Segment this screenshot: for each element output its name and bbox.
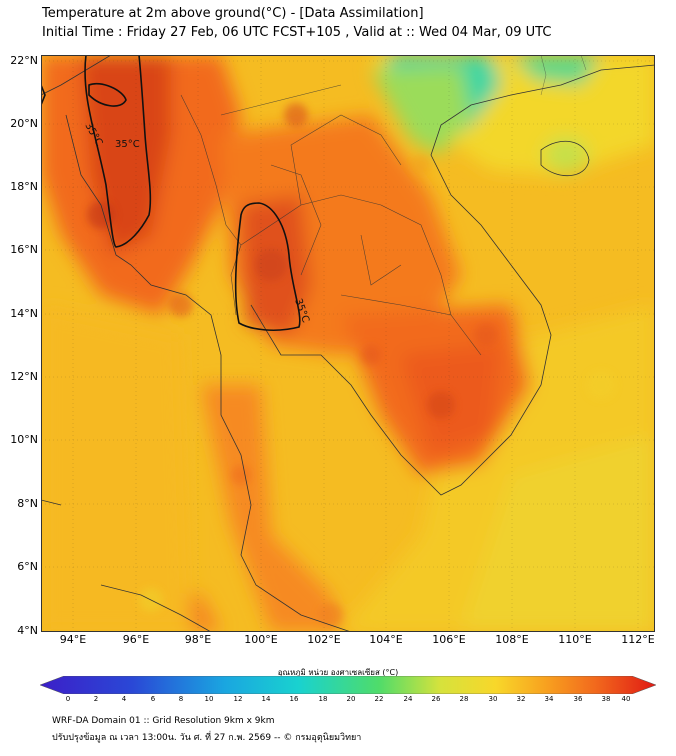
chart-subtitle: Initial Time : Friday 27 Feb, 06 UTC FCS… xyxy=(42,25,552,40)
colorbar-tick: 34 xyxy=(544,695,554,703)
lat-label: 20°N xyxy=(10,117,38,130)
map-frame xyxy=(41,55,655,632)
admin-borders xyxy=(180,84,482,356)
colorbar-tick: 20 xyxy=(346,695,356,703)
lon-label: 104°E xyxy=(369,633,403,646)
temperature-map[interactable]: 35°C 35°C 35°C xyxy=(41,55,655,632)
colorbar-tick: 32 xyxy=(516,695,526,703)
colorbar-tick: 30 xyxy=(488,695,498,703)
colorbar-tick: 24 xyxy=(403,695,413,703)
colorbar-tick: 38 xyxy=(601,695,611,703)
footer-update-info: ปรับปรุงข้อมูล ณ เวลา 13:00น. วัน ศ. ที่… xyxy=(52,733,362,743)
lon-label: 112°E xyxy=(621,633,655,646)
colorbar-tick: 18 xyxy=(318,695,328,703)
lon-label: 94°E xyxy=(59,633,87,646)
chart-title: Temperature at 2m above ground(°C) - [Da… xyxy=(42,6,424,21)
colorbar-tick: 36 xyxy=(573,695,583,703)
graticule xyxy=(41,55,655,632)
colorbar-tick: 40 xyxy=(621,695,631,703)
lon-label: 98°E xyxy=(184,633,212,646)
colorbar-tick: 8 xyxy=(178,695,184,703)
colorbar-tick: 4 xyxy=(121,695,127,703)
colorbar-tick: 26 xyxy=(431,695,441,703)
colorbar xyxy=(40,676,656,694)
lon-label: 110°E xyxy=(558,633,592,646)
contour-35 xyxy=(41,55,301,332)
contour-label: 35°C xyxy=(115,139,140,150)
lat-label: 6°N xyxy=(17,560,38,573)
lon-label: 108°E xyxy=(495,633,529,646)
lat-label: 4°N xyxy=(17,624,38,637)
coastlines xyxy=(41,55,655,632)
lon-label: 96°E xyxy=(122,633,150,646)
lat-label: 16°N xyxy=(10,243,38,256)
colorbar-tick: 0 xyxy=(65,695,71,703)
lat-label: 14°N xyxy=(10,307,38,320)
lat-label: 22°N xyxy=(10,54,38,67)
lat-label: 12°N xyxy=(10,370,38,383)
colorbar-tick: 16 xyxy=(289,695,299,703)
colorbar-tick: 2 xyxy=(93,695,99,703)
lat-label: 10°N xyxy=(10,433,38,446)
lon-label: 100°E xyxy=(244,633,278,646)
lat-label: 8°N xyxy=(17,497,38,510)
colorbar-tick: 14 xyxy=(261,695,271,703)
colorbar-tick: 28 xyxy=(459,695,469,703)
colorbar-title: อุณหภูมิ หน่วย องศาเซลเซียส (°C) xyxy=(277,668,399,677)
colorbar-tick: 22 xyxy=(374,695,384,703)
temperature-field xyxy=(41,55,655,632)
colorbar-tick: 12 xyxy=(233,695,243,703)
footer-model-info: WRF-DA Domain 01 :: Grid Resolution 9km … xyxy=(52,716,275,726)
colorbar-tick: 6 xyxy=(150,695,156,703)
lon-label: 102°E xyxy=(307,633,341,646)
lat-label: 18°N xyxy=(10,180,38,193)
lon-label: 106°E xyxy=(432,633,466,646)
colorbar-tick: 10 xyxy=(204,695,214,703)
